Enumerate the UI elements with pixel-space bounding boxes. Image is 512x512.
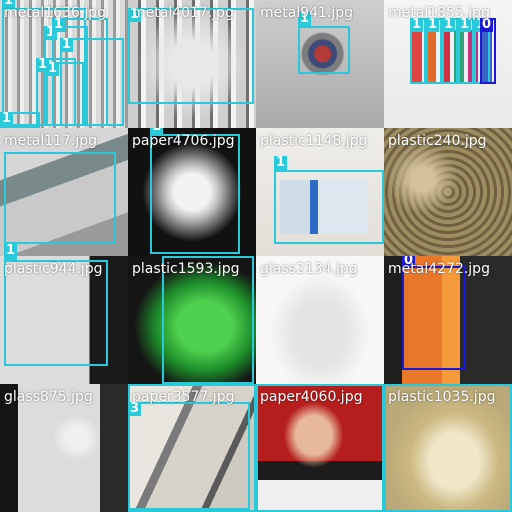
photo-magazine-pages (128, 384, 256, 512)
filename-label: metal117.jpg (4, 133, 98, 149)
tile-metal1636: metal1636.jpg 1 1 1 1 1 1 1 (0, 0, 128, 128)
class-label: 3 (128, 384, 142, 386)
photo-glass-jar (256, 256, 384, 384)
class-label: 1 (458, 17, 472, 32)
class-label: 1 (52, 17, 66, 32)
tile-paper3577: paper3577.jpg 3 3 (128, 384, 256, 512)
filename-label: metal4272.jpg (388, 261, 490, 277)
class-label: 0 (480, 17, 494, 32)
class-label: 1 (60, 37, 74, 52)
tile-plastic944: plastic944.jpg 1 (0, 256, 128, 384)
detection-box: 1 (162, 256, 254, 384)
class-label: 1 (298, 11, 312, 26)
class-label: 1 (442, 17, 456, 32)
tile-metal4017: metal4017.jpg 1 (128, 0, 256, 128)
class-label: 1 (4, 243, 18, 256)
detection-box: 1 (128, 8, 254, 104)
photo-plastic-wrapper (384, 384, 512, 512)
filename-label: plastic1593.jpg (132, 261, 240, 277)
tile-plastic1148: plastic1148.jpg 1 (256, 128, 384, 256)
tile-metal941: metal941.jpg 1 (256, 0, 384, 128)
filename-label: metal1636.jpg (4, 5, 106, 21)
class-label: 3 (128, 401, 142, 416)
filename-label: plastic240.jpg (388, 133, 487, 149)
class-label: 1 (426, 17, 440, 32)
tile-glass2134: glass2134.jpg (256, 256, 384, 384)
class-label: 1 (36, 57, 50, 72)
filename-label: plastic1148.jpg (260, 133, 368, 149)
filename-label: paper4706.jpg (132, 133, 235, 149)
filename-label: metal4017.jpg (132, 5, 234, 21)
detection-box: 1 (384, 384, 512, 512)
photo-magazine-cover (256, 384, 384, 512)
filename-label: metal941.jpg (260, 5, 354, 21)
tile-glass875: glass875.jpg (0, 384, 128, 512)
filename-label: glass875.jpg (4, 389, 93, 405)
photo-metal-can-label (0, 128, 128, 256)
detection-box: 1 (4, 152, 116, 256)
filename-label: paper3577.jpg (132, 389, 235, 405)
class-label: 1 (410, 17, 424, 32)
detection-box: 1 (46, 62, 84, 126)
detection-box: 1 (0, 112, 40, 128)
filename-label: glass2134.jpg (260, 261, 358, 277)
detection-box: 1 (150, 128, 240, 254)
tile-metal4272: metal4272.jpg 0 (384, 256, 512, 384)
class-label: 1 (274, 155, 288, 170)
filename-label: plastic944.jpg (4, 261, 103, 277)
photo-orange-can (384, 256, 512, 384)
class-label: 1 (256, 384, 270, 386)
detection-box: 1 (256, 384, 384, 512)
class-label: 1 (150, 128, 164, 134)
photo-crumpled-can (256, 0, 384, 128)
photo-bubble-wrap (384, 128, 512, 256)
class-label: 1 (2, 0, 16, 8)
photo-wine-glass (0, 384, 128, 512)
class-label: 1 (128, 7, 142, 22)
filename-label: paper4060.jpg (260, 389, 363, 405)
tile-metal1855: metal1855.jpg 1 1 1 1 1 0 (384, 0, 512, 128)
photo-crumpled-paper (128, 128, 256, 256)
detection-box: 1 (274, 156, 384, 244)
detection-box: 3 (128, 402, 250, 510)
detection-box: 1 (410, 18, 426, 84)
detection-box: 0 (402, 256, 466, 370)
detection-box: 1 (60, 38, 124, 126)
detection-box: 1 (458, 18, 474, 84)
detection-box: 1 (298, 12, 350, 74)
photo-plastic-bottle (256, 128, 384, 256)
tile-plastic1593: plastic1593.jpg 1 (128, 256, 256, 384)
class-label: 0 (402, 256, 416, 268)
class-label: 1 (46, 61, 60, 76)
tile-paper4060: paper4060.jpg 1 (256, 384, 384, 512)
detection-box: 1 (426, 18, 442, 84)
filename-label: metal1855.jpg (388, 5, 490, 21)
class-label: 1 (0, 111, 14, 126)
filename-label: plastic1035.jpg (388, 389, 496, 405)
tile-paper4706: paper4706.jpg 1 (128, 128, 256, 256)
class-label: 1 (384, 384, 398, 386)
detection-box: 1 (442, 18, 458, 84)
tile-plastic1035: plastic1035.jpg 1 (384, 384, 512, 512)
detection-box: 1 (4, 256, 108, 366)
tile-plastic240: plastic240.jpg (384, 128, 512, 256)
detection-box: 0 (480, 18, 496, 84)
tile-metal117: metal117.jpg 1 (0, 128, 128, 256)
class-label: 1 (4, 256, 18, 260)
photo-green-plastic-bag (128, 256, 256, 384)
photo-metal-coils (128, 0, 256, 128)
